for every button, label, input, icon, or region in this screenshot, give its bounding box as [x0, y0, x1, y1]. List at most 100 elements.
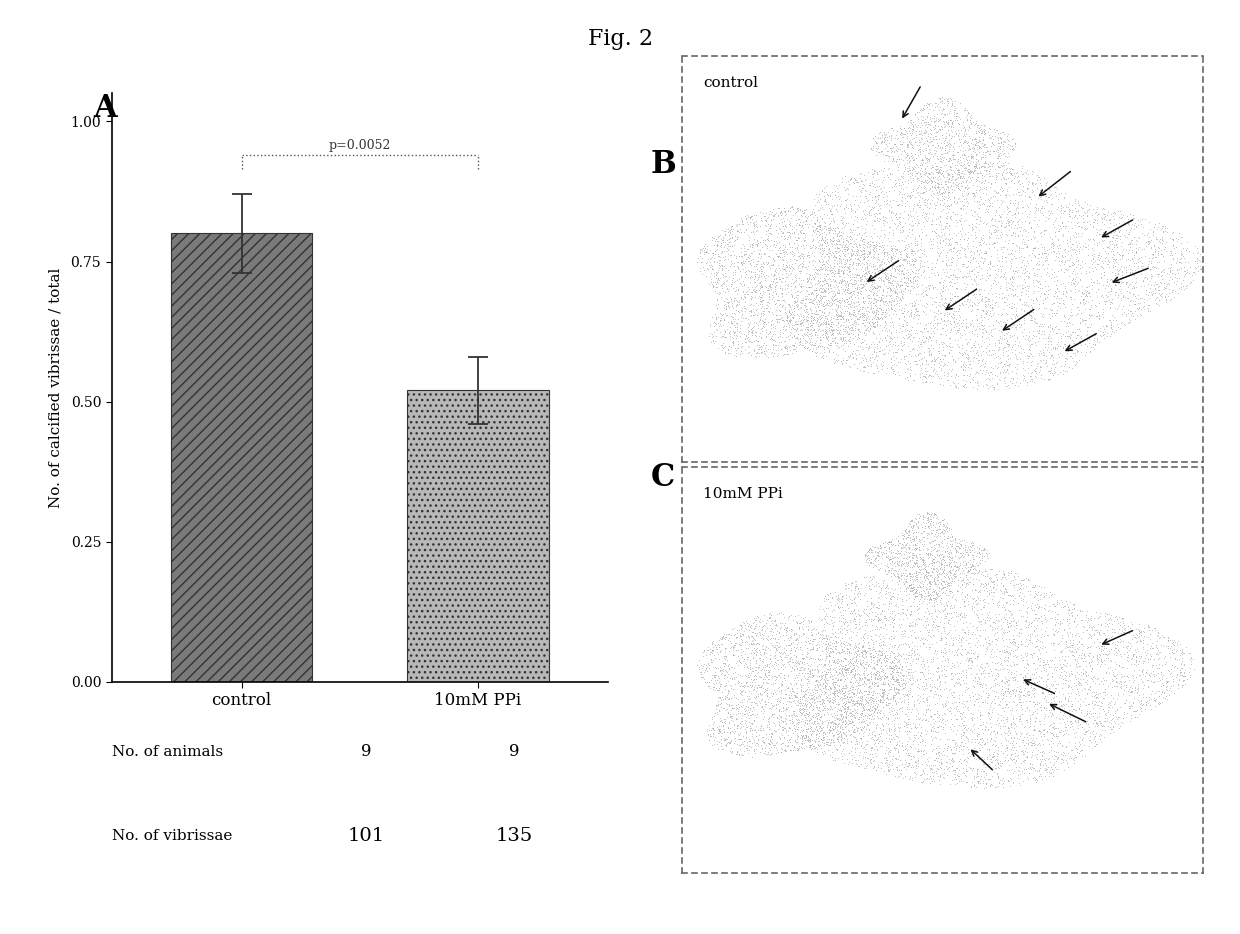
Point — [1168, 286, 1188, 301]
Point — [794, 652, 813, 667]
Point — [986, 568, 1006, 583]
Point — [730, 686, 750, 701]
Point — [853, 342, 873, 357]
Point — [1049, 694, 1069, 709]
Point — [1048, 232, 1068, 247]
Point — [937, 167, 957, 182]
Point — [730, 654, 750, 669]
Point — [1019, 711, 1039, 726]
Point — [905, 234, 925, 248]
Point — [1006, 321, 1025, 336]
Point — [853, 310, 873, 325]
Point — [1100, 631, 1120, 646]
Point — [815, 732, 835, 747]
Point — [827, 284, 847, 299]
Point — [970, 743, 990, 757]
Point — [885, 741, 905, 756]
Point — [1021, 232, 1040, 247]
Point — [853, 313, 873, 328]
Point — [981, 348, 1001, 363]
Point — [978, 706, 998, 721]
Point — [1117, 283, 1137, 298]
Point — [810, 303, 830, 318]
Point — [913, 691, 932, 706]
Point — [978, 371, 998, 386]
Point — [929, 248, 949, 262]
Point — [1092, 253, 1112, 268]
Point — [895, 285, 915, 300]
Point — [931, 577, 951, 592]
Point — [839, 297, 859, 312]
Point — [1042, 677, 1061, 692]
Point — [851, 667, 870, 682]
Point — [1048, 321, 1068, 336]
Point — [864, 266, 884, 281]
Point — [738, 324, 758, 339]
Point — [813, 243, 833, 258]
Point — [744, 620, 764, 635]
Point — [761, 620, 781, 635]
Point — [893, 126, 913, 141]
Point — [842, 696, 862, 711]
Point — [844, 171, 864, 186]
Point — [887, 665, 906, 680]
Point — [1027, 674, 1047, 689]
Point — [738, 745, 758, 760]
Point — [750, 650, 770, 665]
Point — [1151, 276, 1171, 290]
Point — [823, 292, 843, 307]
Point — [1092, 261, 1112, 276]
Point — [858, 342, 878, 357]
Point — [861, 294, 880, 309]
Point — [1174, 665, 1194, 680]
Point — [1130, 668, 1149, 683]
Point — [901, 137, 921, 152]
Point — [884, 604, 904, 619]
Point — [897, 254, 916, 269]
Point — [857, 686, 877, 701]
Point — [921, 535, 941, 550]
Point — [1053, 229, 1073, 244]
Point — [785, 293, 805, 308]
Point — [872, 614, 892, 629]
Point — [1086, 716, 1106, 731]
Point — [867, 348, 887, 363]
Point — [951, 207, 971, 222]
Point — [921, 605, 941, 620]
Point — [800, 635, 820, 650]
Point — [1029, 587, 1049, 602]
Point — [929, 275, 949, 290]
Point — [970, 212, 990, 227]
Point — [749, 283, 769, 298]
Point — [1023, 175, 1043, 190]
Point — [994, 149, 1014, 164]
Point — [838, 314, 858, 329]
Point — [1032, 725, 1052, 740]
Point — [916, 511, 936, 526]
Point — [868, 575, 888, 590]
Point — [930, 209, 950, 224]
Point — [925, 140, 945, 155]
Point — [954, 169, 973, 184]
Point — [942, 311, 962, 326]
Point — [875, 304, 895, 319]
Point — [903, 688, 923, 703]
Point — [924, 645, 944, 660]
Point — [800, 738, 820, 753]
Point — [954, 202, 973, 217]
Point — [982, 579, 1002, 594]
Point — [729, 217, 749, 232]
Point — [792, 218, 812, 233]
Point — [1167, 239, 1187, 254]
Point — [807, 703, 827, 718]
Point — [904, 131, 924, 146]
Point — [1064, 725, 1084, 740]
Point — [1024, 709, 1044, 724]
Point — [869, 229, 889, 244]
Point — [1063, 228, 1083, 243]
Point — [1100, 610, 1120, 625]
Point — [1147, 296, 1167, 311]
Point — [862, 740, 882, 755]
Point — [947, 145, 967, 160]
Point — [742, 236, 761, 251]
